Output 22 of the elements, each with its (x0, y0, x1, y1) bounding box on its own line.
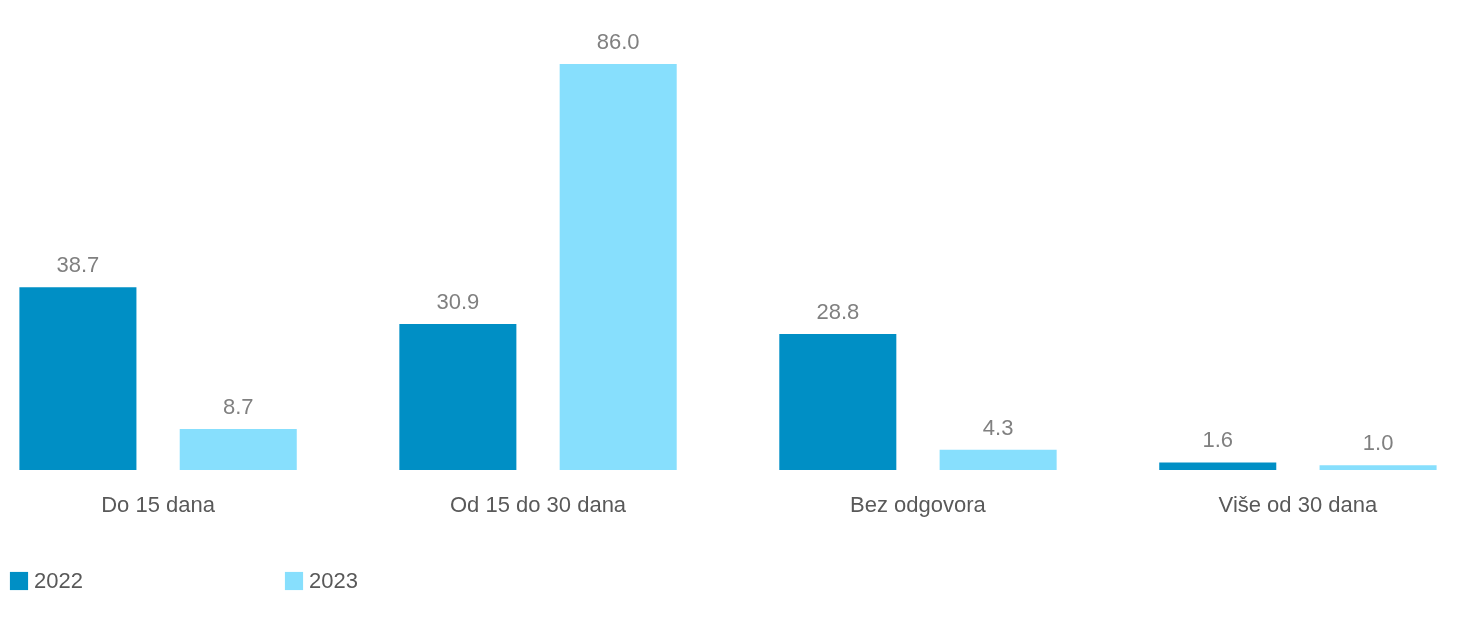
bar (559, 63, 677, 470)
data-label: 28.8 (816, 299, 860, 324)
legend-label: 2022 (34, 568, 83, 593)
data-label: 8.7 (222, 393, 254, 419)
x-tick-label: Bez odgovora (850, 491, 987, 517)
bar (399, 324, 517, 470)
legend-label: 2023 (309, 568, 358, 593)
data-label: 1.6 (1202, 427, 1234, 453)
x-tick-label: Do 15 dana (101, 491, 216, 517)
data-label: 30.9 (436, 289, 480, 315)
data-label: 1.0 (1362, 430, 1394, 456)
data-label: 38.7 (56, 252, 100, 278)
bar (939, 449, 1057, 470)
x-tick-label: Od 15 do 30 dana (449, 491, 627, 517)
x-tick-label: Više od 30 dana (1218, 491, 1378, 517)
bar (179, 428, 297, 470)
bar (1319, 465, 1437, 470)
bar (779, 334, 897, 470)
data-label: 86.0 (596, 28, 640, 54)
data-label: 4.3 (982, 414, 1014, 440)
bar (19, 287, 137, 470)
bar (1159, 462, 1277, 470)
